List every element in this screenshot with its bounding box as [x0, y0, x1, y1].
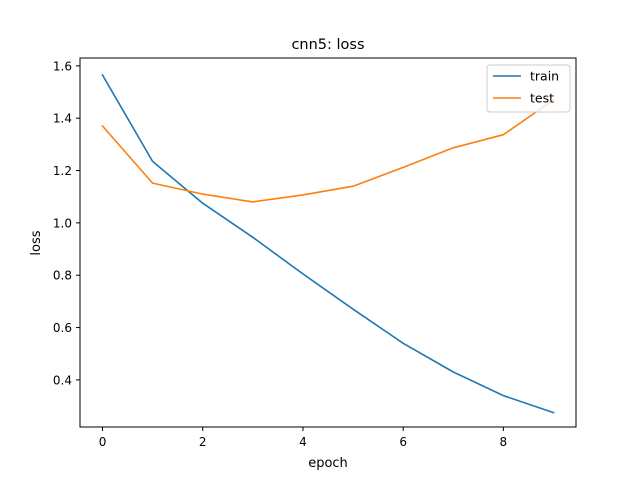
x-tick-label: 4 [299, 435, 307, 449]
chart-title: cnn5: loss [291, 37, 364, 53]
y-axis-label: loss [29, 230, 44, 255]
plot-frame [79, 57, 577, 428]
y-tick-label: 1.0 [53, 216, 72, 230]
y-tick-label: 1.2 [53, 164, 72, 178]
y-tick-label: 0.6 [53, 321, 72, 335]
x-axis-ticks: 0 2 4 6 8 [99, 427, 507, 449]
x-tick-label: 8 [500, 435, 508, 449]
x-tick-label: 2 [199, 435, 207, 449]
legend-label-test: test [530, 91, 554, 106]
legend: train test [486, 64, 571, 113]
series-line-test [101, 98, 555, 203]
series-layer [101, 73, 555, 414]
x-tick-label: 6 [399, 435, 407, 449]
y-axis-ticks: 0.4 0.6 0.8 1.0 1.2 1.4 1.6 [53, 59, 80, 387]
y-tick-label: 0.8 [53, 269, 72, 283]
x-axis-label: epoch [308, 456, 348, 471]
x-tick-label: 0 [99, 435, 107, 449]
y-tick-label: 0.4 [53, 373, 72, 387]
series-line-train [101, 73, 555, 414]
y-tick-label: 1.4 [53, 112, 72, 126]
legend-label-train: train [530, 69, 559, 84]
y-tick-label: 1.6 [53, 59, 72, 73]
